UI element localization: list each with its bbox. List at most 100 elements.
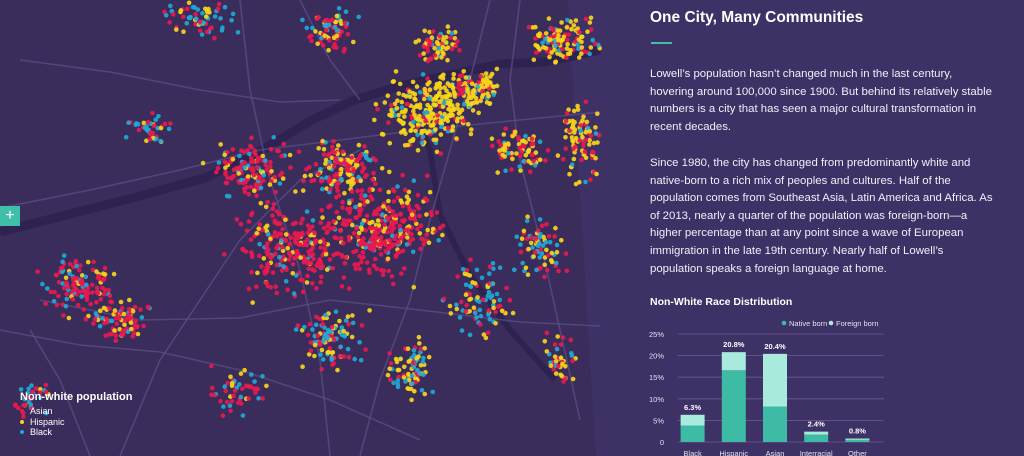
population-dot — [437, 90, 442, 95]
y-tick-label: 5% — [653, 416, 664, 425]
population-dot — [63, 280, 69, 285]
population-dot — [252, 188, 257, 194]
population-dot — [280, 248, 286, 254]
population-dot — [571, 146, 576, 152]
population-dot — [336, 193, 342, 198]
population-dot — [320, 215, 325, 220]
population-dot — [564, 55, 569, 60]
population-dot — [224, 399, 230, 405]
population-dot — [102, 287, 108, 293]
population-dot — [43, 389, 49, 395]
population-dot — [477, 307, 483, 313]
population-dot — [362, 241, 368, 247]
population-dot — [591, 140, 597, 146]
bar-segment — [845, 439, 870, 442]
population-dot — [359, 161, 365, 167]
population-dot — [410, 124, 416, 129]
population-dot — [337, 172, 343, 177]
population-dot — [585, 29, 590, 34]
population-dot — [588, 133, 594, 139]
population-dot — [334, 235, 340, 241]
map-canvas[interactable] — [0, 0, 640, 456]
population-dot — [292, 256, 297, 261]
population-dot — [309, 38, 314, 44]
population-dot — [279, 170, 285, 176]
population-dot — [495, 170, 501, 175]
population-dot — [425, 173, 430, 179]
population-dot — [418, 246, 423, 252]
population-dot — [357, 202, 363, 208]
population-dot — [578, 128, 583, 133]
population-dot — [60, 281, 65, 286]
population-dot — [389, 274, 395, 279]
population-dot — [193, 11, 198, 17]
population-dot — [473, 95, 479, 101]
population-dot — [387, 351, 393, 356]
population-dot — [332, 41, 337, 47]
population-dot — [100, 277, 106, 283]
population-dot — [324, 27, 329, 33]
population-dot — [548, 37, 553, 42]
population-dot — [422, 346, 428, 351]
population-dot — [290, 262, 296, 267]
population-dot — [287, 241, 293, 247]
population-dot — [64, 296, 70, 302]
population-dot — [227, 403, 233, 409]
population-dot — [332, 150, 337, 156]
expand-button[interactable]: + — [0, 206, 20, 226]
population-dot — [148, 130, 153, 135]
population-dot-map[interactable] — [0, 0, 640, 456]
population-dot — [339, 284, 345, 289]
population-dot — [83, 274, 89, 280]
population-dot — [399, 99, 405, 105]
population-dot — [590, 150, 596, 155]
population-dot — [308, 173, 314, 178]
population-dot — [425, 227, 431, 233]
population-dot — [479, 83, 484, 88]
population-dot — [48, 289, 54, 295]
population-dot — [410, 236, 416, 242]
population-dot — [270, 270, 276, 275]
population-dot — [386, 198, 391, 204]
population-dot — [294, 250, 300, 255]
population-dot — [424, 45, 430, 51]
population-dot — [385, 229, 391, 235]
race-distribution-chart: 0 5% 10% 15% 20% 25% Native born Foreign born 6.… — [649, 319, 884, 456]
population-dot — [321, 225, 327, 231]
population-dot — [365, 199, 370, 204]
population-dot — [61, 313, 66, 318]
population-dot — [571, 23, 577, 28]
bar-segment — [680, 425, 705, 442]
legend-item-black: Black — [20, 427, 132, 438]
population-dot — [567, 128, 572, 133]
population-dot — [450, 128, 456, 133]
population-dot — [427, 87, 433, 92]
population-dot — [544, 222, 549, 227]
population-dot — [333, 158, 339, 163]
population-dot — [204, 14, 209, 19]
population-dot — [337, 353, 343, 359]
population-dot — [480, 297, 486, 302]
population-dot — [246, 396, 251, 401]
population-dot — [320, 357, 326, 362]
population-dot — [67, 271, 72, 277]
population-dot — [280, 244, 285, 250]
population-dot — [334, 171, 339, 177]
population-dot — [255, 386, 260, 392]
population-dot — [423, 118, 428, 124]
y-tick-label: 10% — [649, 395, 664, 404]
population-dot — [449, 31, 455, 36]
population-dot — [476, 110, 482, 116]
population-dot — [309, 267, 315, 272]
population-dot — [483, 335, 489, 341]
population-dot — [238, 401, 244, 406]
population-dot — [84, 297, 90, 303]
population-dot — [519, 149, 524, 155]
population-dot — [310, 252, 316, 257]
population-dot — [101, 291, 107, 297]
population-dot — [418, 346, 424, 352]
population-dot — [344, 222, 350, 227]
population-dot — [440, 232, 445, 238]
population-dot — [386, 189, 392, 195]
population-dot — [229, 398, 235, 404]
